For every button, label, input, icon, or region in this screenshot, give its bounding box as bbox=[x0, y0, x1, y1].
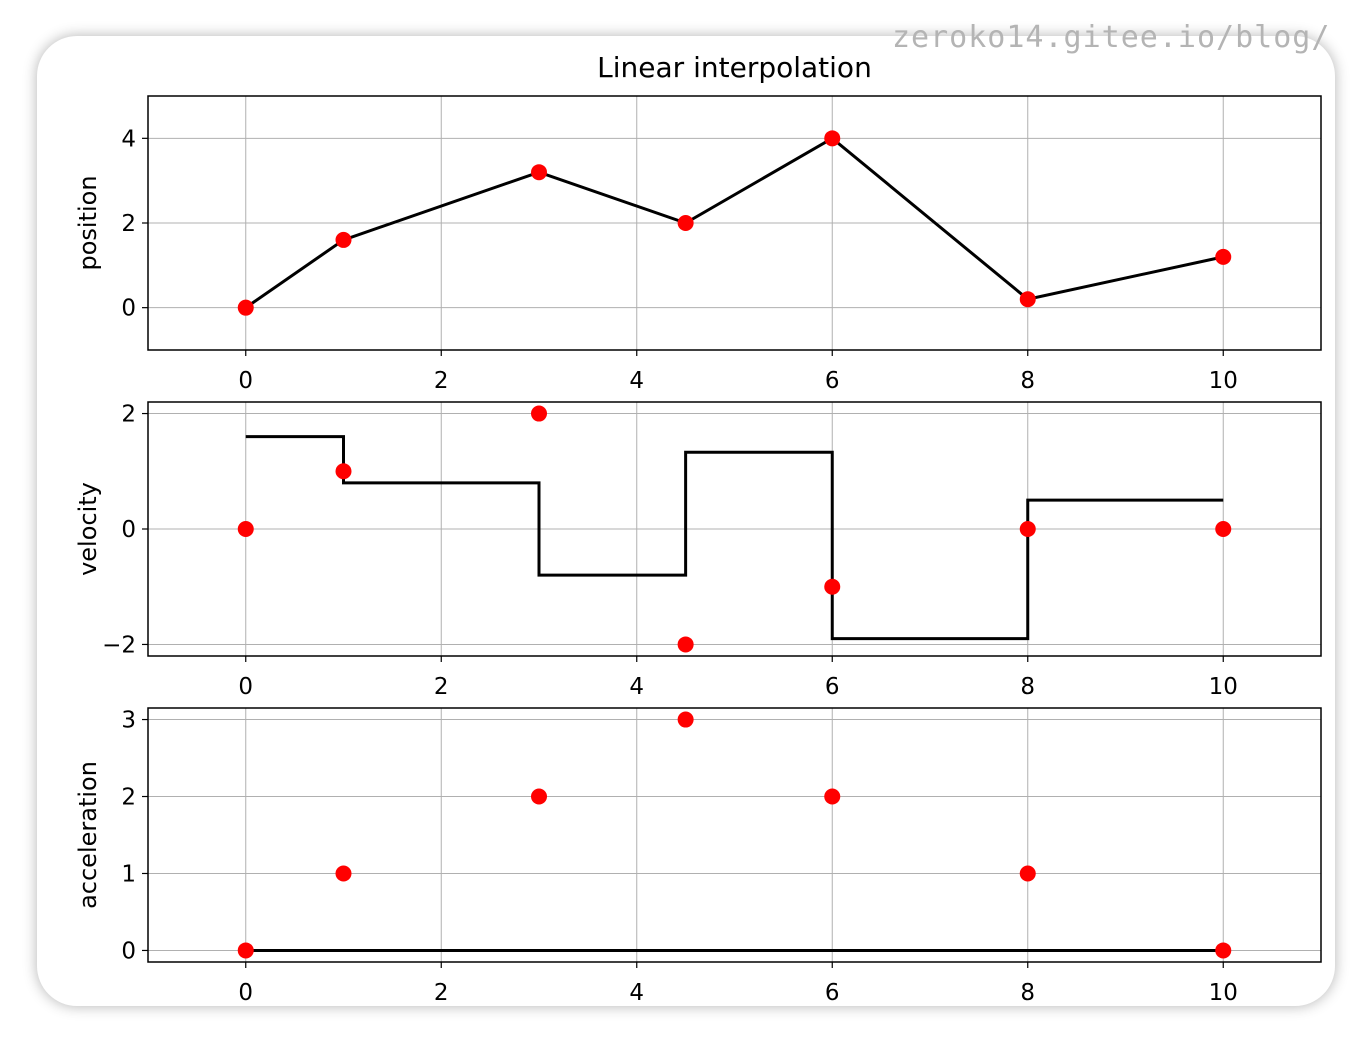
x-tick-label: 4 bbox=[629, 980, 644, 1006]
y-axis-label: position bbox=[74, 175, 102, 270]
data-point bbox=[824, 578, 841, 595]
x-tick-label: 0 bbox=[238, 980, 253, 1006]
axes-frame bbox=[147, 95, 1322, 351]
data-point bbox=[335, 865, 352, 882]
data-point bbox=[1019, 521, 1036, 537]
x-tick-label: 6 bbox=[825, 368, 840, 394]
x-tick-label: 0 bbox=[238, 674, 253, 700]
y-tick-label: 2 bbox=[121, 402, 136, 428]
data-point bbox=[1019, 291, 1036, 308]
y-tick-label: −2 bbox=[102, 632, 136, 658]
x-tick-label: 2 bbox=[434, 674, 449, 700]
axes-frame bbox=[147, 707, 1322, 963]
x-tick-label: 2 bbox=[434, 368, 449, 394]
data-point bbox=[1215, 248, 1232, 265]
data-point bbox=[531, 788, 547, 805]
y-tick-label: 3 bbox=[121, 708, 136, 734]
x-tick-label: 8 bbox=[1020, 674, 1035, 700]
y-axis-label: acceleration bbox=[74, 761, 102, 909]
data-point bbox=[824, 130, 841, 147]
data-point bbox=[677, 215, 694, 231]
watermark-text: zeroko14.gitee.io/blog/ bbox=[892, 20, 1331, 55]
subplot-position: 0 2 4 6 8 10 0 2 4 position Linear interpolation bbox=[74, 51, 1322, 394]
subplot-acceleration: 0 2 4 6 8 10 0 1 2 3 acceleration bbox=[74, 707, 1322, 1006]
data-point bbox=[531, 164, 547, 181]
x-tick-label: 4 bbox=[629, 368, 644, 394]
x-tick-label: 6 bbox=[825, 980, 840, 1006]
subplot-velocity: 0 2 4 6 8 10 −2 0 2 velocity bbox=[74, 401, 1322, 700]
y-tick-label: 0 bbox=[121, 296, 136, 322]
data-point bbox=[237, 942, 254, 959]
x-tick-label: 6 bbox=[825, 674, 840, 700]
data-point bbox=[677, 636, 694, 653]
x-tick-label: 2 bbox=[434, 980, 449, 1006]
data-point bbox=[531, 405, 547, 422]
data-point bbox=[1215, 521, 1232, 537]
data-point bbox=[1019, 865, 1036, 882]
x-tick-label: 10 bbox=[1209, 368, 1238, 394]
y-tick-label: 0 bbox=[121, 938, 136, 964]
data-point bbox=[1215, 942, 1232, 959]
x-tick-label: 10 bbox=[1209, 980, 1238, 1006]
data-point bbox=[237, 521, 254, 537]
plot-area bbox=[148, 708, 1321, 962]
y-tick-label: 2 bbox=[121, 785, 136, 811]
x-tick-label: 10 bbox=[1209, 674, 1238, 700]
x-tick-label: 0 bbox=[238, 368, 253, 394]
y-tick-label: 2 bbox=[121, 211, 136, 237]
data-point bbox=[335, 463, 352, 480]
x-tick-label: 4 bbox=[629, 674, 644, 700]
data-point bbox=[824, 788, 841, 805]
y-axis-label: velocity bbox=[74, 482, 102, 576]
x-tick-label: 8 bbox=[1020, 368, 1035, 394]
data-point bbox=[237, 299, 254, 316]
axes-frame bbox=[147, 401, 1322, 657]
y-tick-label: 1 bbox=[121, 861, 136, 887]
y-tick-label: 0 bbox=[121, 517, 136, 543]
chart-title: Linear interpolation bbox=[597, 51, 872, 84]
x-tick-label: 8 bbox=[1020, 980, 1035, 1006]
data-point bbox=[335, 231, 352, 248]
y-tick-label: 4 bbox=[121, 126, 136, 152]
data-point bbox=[677, 711, 694, 728]
